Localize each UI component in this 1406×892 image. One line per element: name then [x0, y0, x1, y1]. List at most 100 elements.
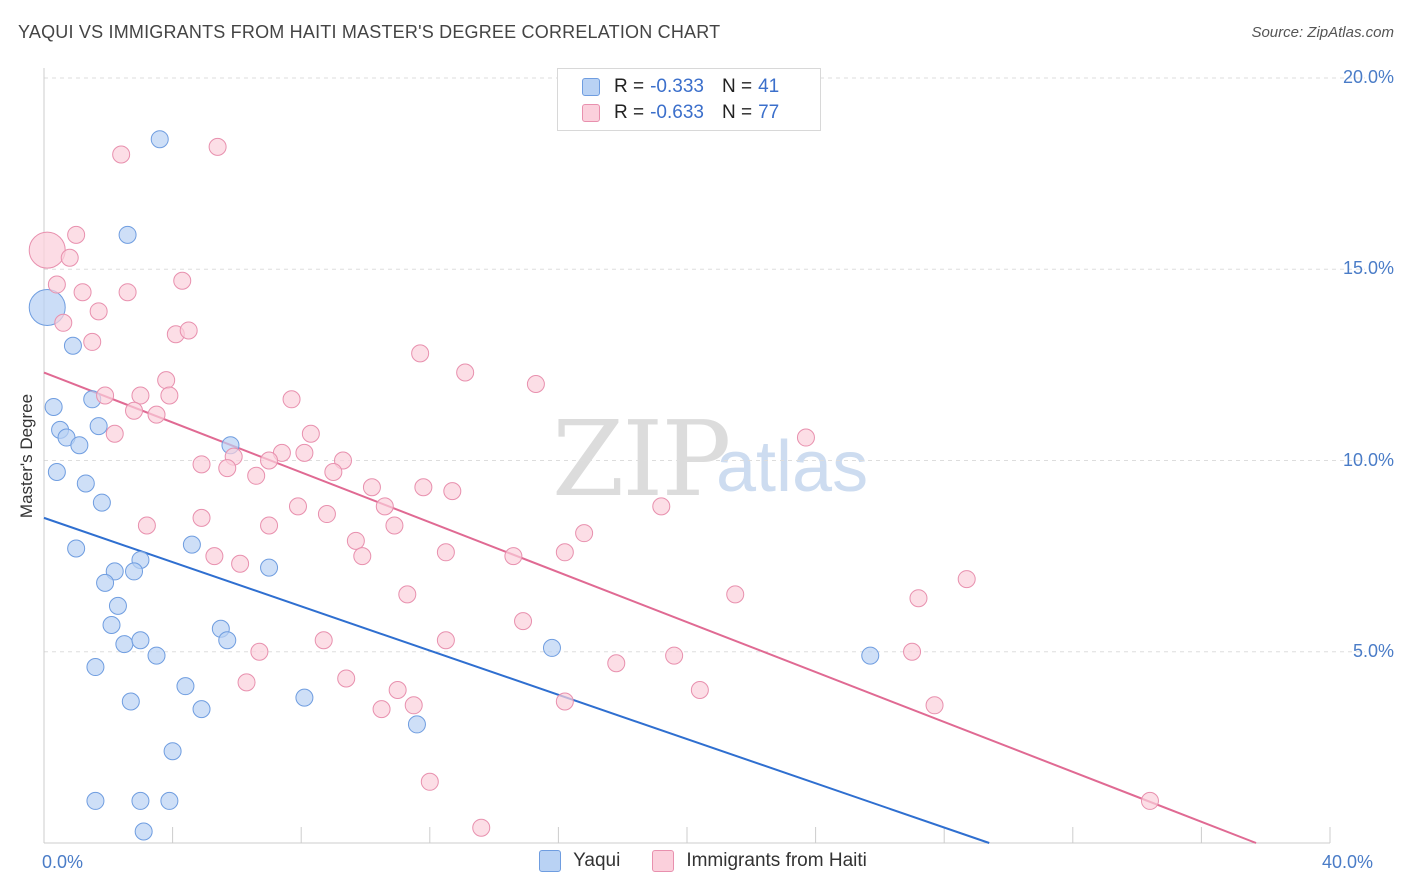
- haiti-point: [796, 428, 815, 447]
- haiti-r-value: -0.633: [650, 102, 704, 123]
- haiti-point: [208, 137, 227, 156]
- haiti-point: [96, 386, 115, 405]
- stats-row-haiti: R = -0.633 N = 77: [582, 100, 779, 126]
- yaqui-point: [160, 791, 179, 810]
- haiti-point: [388, 681, 407, 699]
- haiti-point: [282, 390, 301, 409]
- yaqui-point: [63, 336, 82, 355]
- haiti-point: [105, 424, 124, 443]
- haiti-point: [288, 497, 307, 516]
- yaqui-point: [67, 539, 86, 558]
- point-layer: [28, 130, 1159, 841]
- haiti-point: [575, 524, 594, 543]
- haiti-point: [925, 696, 944, 715]
- yaqui-point: [96, 573, 115, 592]
- yaqui-n-label: N =: [721, 76, 753, 97]
- haiti-point: [250, 642, 269, 661]
- haiti-point: [353, 547, 372, 566]
- chart-title: YAQUI VS IMMIGRANTS FROM HAITI MASTER'S …: [18, 22, 721, 42]
- yaqui-point: [108, 596, 127, 615]
- haiti-point: [436, 543, 455, 562]
- haiti-point: [205, 547, 224, 566]
- haiti-point: [118, 283, 137, 302]
- yaqui-swatch-icon: [582, 78, 600, 96]
- yaqui-point: [150, 130, 169, 149]
- haiti-point: [504, 547, 523, 566]
- haiti-point: [456, 363, 475, 382]
- yaqui-point: [70, 436, 89, 455]
- yaqui-point: [125, 562, 144, 581]
- legend-haiti-label: Immigrants from Haiti: [686, 850, 867, 871]
- yaqui-point: [118, 225, 137, 244]
- haiti-point: [179, 321, 198, 340]
- haiti-point: [414, 478, 433, 497]
- x-tick-label: 40.0%: [1322, 852, 1374, 872]
- haiti-point: [436, 631, 455, 650]
- yaqui-point: [105, 562, 124, 581]
- yaqui-point: [28, 289, 66, 326]
- haiti-point: [192, 455, 211, 474]
- yaqui-point: [76, 474, 95, 493]
- haiti-point: [73, 283, 92, 302]
- yaqui-point: [407, 715, 426, 734]
- yaqui-point: [182, 535, 201, 554]
- haiti-point: [324, 462, 343, 481]
- haiti-point: [607, 654, 626, 673]
- yaqui-r-value: -0.333: [650, 76, 704, 97]
- haiti-point: [137, 516, 156, 535]
- yaqui-point: [163, 742, 182, 761]
- haiti-point: [652, 497, 671, 516]
- yaqui-n-value: 41: [758, 76, 780, 97]
- haiti-point: [237, 673, 256, 692]
- legend-item-haiti[interactable]: Immigrants from Haiti: [652, 850, 867, 872]
- haiti-point: [903, 642, 922, 661]
- haiti-point: [301, 424, 320, 443]
- yaqui-point: [121, 692, 140, 711]
- haiti-point: [346, 531, 365, 550]
- haiti-point: [472, 818, 491, 837]
- haiti-point: [375, 497, 394, 516]
- source-label: Source: ZipAtlas.com: [1251, 24, 1394, 41]
- haiti-point: [60, 248, 79, 267]
- yaqui-point: [115, 635, 134, 654]
- yaqui-point: [147, 646, 166, 665]
- haiti-point: [317, 505, 336, 524]
- haiti-swatch-icon: [582, 104, 600, 122]
- haiti-point: [665, 646, 684, 665]
- haiti-point: [514, 612, 533, 631]
- legend: Yaqui Immigrants from Haiti: [0, 850, 1406, 872]
- y-axis-label: Master's Degree: [17, 393, 36, 519]
- legend-yaqui-swatch-icon: [539, 850, 562, 872]
- haiti-trend-line: [43, 371, 1257, 844]
- haiti-point: [89, 302, 108, 321]
- haiti-point: [83, 332, 102, 351]
- haiti-point: [690, 681, 709, 699]
- haiti-n-value: 77: [758, 102, 780, 123]
- haiti-point: [362, 478, 381, 497]
- haiti-point: [173, 271, 192, 290]
- y-tick-label: 15.0%: [1342, 258, 1394, 279]
- watermark-zip: ZIP: [552, 398, 731, 520]
- y-tick-label: 20.0%: [1342, 67, 1394, 87]
- trend-layer: [43, 371, 1257, 844]
- legend-haiti-swatch-icon: [652, 850, 675, 872]
- haiti-point: [125, 401, 144, 420]
- haiti-point: [1140, 791, 1159, 810]
- haiti-point: [333, 451, 352, 470]
- haiti-point: [372, 700, 391, 719]
- haiti-point: [28, 231, 66, 269]
- yaqui-point: [861, 646, 880, 665]
- haiti-n-label: N =: [721, 102, 753, 123]
- yaqui-point: [44, 397, 63, 416]
- haiti-point: [314, 631, 333, 650]
- legend-item-yaqui[interactable]: Yaqui: [539, 850, 620, 872]
- yaqui-point: [218, 631, 237, 650]
- haiti-point: [231, 554, 250, 573]
- haiti-point: [260, 451, 279, 470]
- yaqui-trend-line: [43, 516, 990, 844]
- haiti-point: [385, 516, 404, 535]
- stats-box: R = -0.333 N = 41 R = -0.633 N = 77: [557, 68, 821, 131]
- yaqui-r-label: R =: [614, 76, 645, 97]
- y-tick-label: 10.0%: [1342, 449, 1394, 470]
